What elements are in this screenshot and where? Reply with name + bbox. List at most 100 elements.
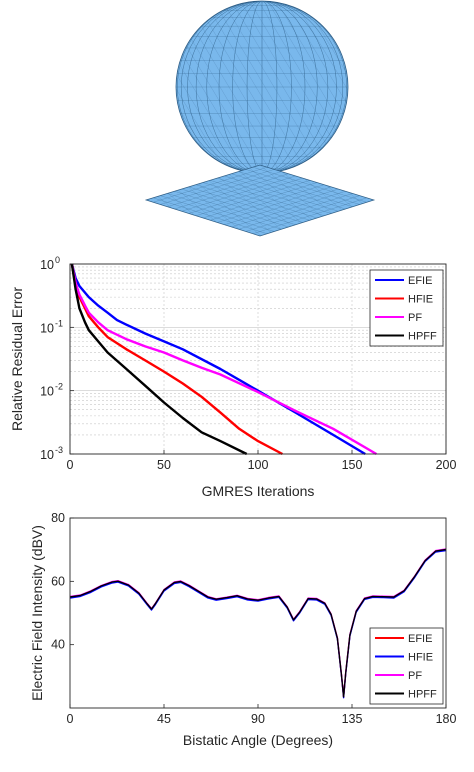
sphere-triangle-line	[176, 1, 236, 173]
legend-label: PF	[408, 312, 422, 324]
sphere-triangle-line	[34, 0, 154, 187]
x-tick-label: 50	[157, 458, 171, 472]
x-tick-label: 150	[342, 458, 363, 472]
y-axis-label: Electric Field Intensity (dBV)	[29, 525, 45, 701]
plate-grid-line	[252, 167, 367, 203]
legend-label: EFIE	[408, 633, 432, 645]
plate-triangle-line	[367, 165, 374, 236]
sphere-triangle-line	[176, 1, 191, 173]
sphere-triangle-line	[43, 0, 163, 187]
sphere-longitude-line	[177, 1, 347, 173]
sphere-triangle-line	[176, 1, 254, 173]
sphere-triangle-line	[176, 1, 272, 173]
legend-label: EFIE	[408, 275, 432, 287]
mesh-illustration	[0, 0, 474, 250]
plate-triangle-line	[410, 150, 474, 250]
sphere-triangle-line	[267, 1, 348, 173]
sphere-triangle-line	[0, 0, 109, 187]
y-tick-exponent: -3	[55, 445, 63, 455]
plate-triangle-line	[396, 150, 474, 250]
legend: EFIE HFIE PF HPFF	[369, 627, 444, 705]
plate-grid-line	[231, 191, 346, 228]
y-tick-exponent: -1	[55, 318, 63, 328]
sphere-triangle-line	[176, 1, 245, 173]
sphere-triangle-line	[176, 1, 182, 173]
plate-grid-line	[224, 188, 339, 225]
sphere-longitude-line	[232, 1, 292, 173]
legend-box	[369, 269, 444, 347]
plate-grid-line	[224, 175, 339, 212]
legend-label: PF	[408, 670, 422, 682]
y-tick-label: 10	[40, 321, 54, 335]
plate-grid-line	[238, 171, 353, 207]
sphere-triangle-line	[0, 0, 91, 187]
plate-triangle-line	[0, 150, 96, 250]
field-intensity-chart: 0 45 90 135 180 40 60 80 Bistatic Angle (Degrees…	[29, 511, 456, 748]
sphere-longitude-line	[180, 1, 344, 173]
sphere-triangle-line	[258, 1, 348, 173]
plate-grid-line	[231, 173, 346, 210]
series-line-pf	[70, 263, 378, 456]
x-axis-label: Bistatic Angle (Degrees)	[183, 732, 333, 748]
sphere-triangle-line	[285, 1, 348, 173]
plate-triangle-line	[0, 150, 110, 250]
sphere-triangle-line	[0, 0, 118, 187]
plate-triangle-line	[382, 150, 474, 250]
plate-triangle-line	[4, 150, 124, 250]
plate-grid-line	[217, 177, 332, 214]
plate-mesh	[144, 164, 376, 237]
sphere-longitude-line	[187, 1, 337, 173]
legend-label: HPFF	[408, 331, 437, 343]
sphere-longitude-line	[218, 1, 306, 173]
sphere-triangle-line	[294, 1, 348, 173]
y-tick-exponent: -2	[55, 382, 63, 392]
plate-grid-line	[217, 186, 332, 223]
sphere-triangle-line	[213, 1, 335, 173]
y-tick-label: 10	[40, 258, 54, 272]
x-axis-label: GMRES Iterations	[202, 483, 315, 499]
sphere-triangle-line	[25, 0, 145, 187]
sphere-triangle-line	[176, 1, 263, 173]
plate-triangle-line	[146, 165, 153, 236]
x-tick-label: 90	[251, 712, 265, 726]
y-tick-label: 80	[51, 511, 65, 525]
y-tick-label: 10	[40, 385, 54, 399]
plate-grid-line	[245, 169, 360, 205]
y-tick-exponent: 0	[55, 255, 60, 265]
plate-grid-line	[210, 180, 325, 216]
x-tick-label: 0	[67, 712, 74, 726]
plate-triangle-line	[424, 150, 474, 250]
legend: EFIE HFIE PF HPFF	[369, 269, 444, 347]
plate-grid-line	[238, 193, 353, 230]
sphere-triangle-line	[195, 1, 317, 173]
sphere-triangle-line	[52, 0, 172, 187]
sphere-triangle-line	[0, 0, 100, 187]
legend-label: HFIE	[408, 652, 433, 664]
plate-grid-line	[202, 182, 318, 219]
sphere-triangle-line	[7, 0, 127, 187]
sphere-triangle-line	[204, 1, 326, 173]
sphere-triangle-line	[16, 0, 136, 187]
series-line-hpff	[70, 263, 248, 456]
plate-triangle-line	[18, 150, 138, 250]
legend-label: HFIE	[408, 294, 433, 306]
series-line-hpff	[69, 548, 447, 698]
y-tick-label: 60	[51, 574, 65, 588]
x-tick-label: 180	[436, 712, 457, 726]
legend-box	[369, 627, 444, 705]
plate-grid-line	[210, 184, 325, 221]
x-tick-label: 100	[248, 458, 269, 472]
sphere-triangle-line	[249, 1, 348, 173]
sphere-triangle-line	[276, 1, 348, 173]
plate-grid-line	[245, 195, 360, 232]
sphere-longitude-line	[246, 1, 278, 173]
x-tick-label: 0	[67, 458, 74, 472]
y-axis-label: Relative Residual Error	[9, 287, 25, 431]
x-tick-label: 135	[342, 712, 363, 726]
sphere-longitude-line	[206, 1, 318, 173]
y-tick-label: 40	[51, 638, 65, 652]
sphere-longitude-line	[195, 1, 329, 173]
figure-caption	[4, 760, 470, 772]
